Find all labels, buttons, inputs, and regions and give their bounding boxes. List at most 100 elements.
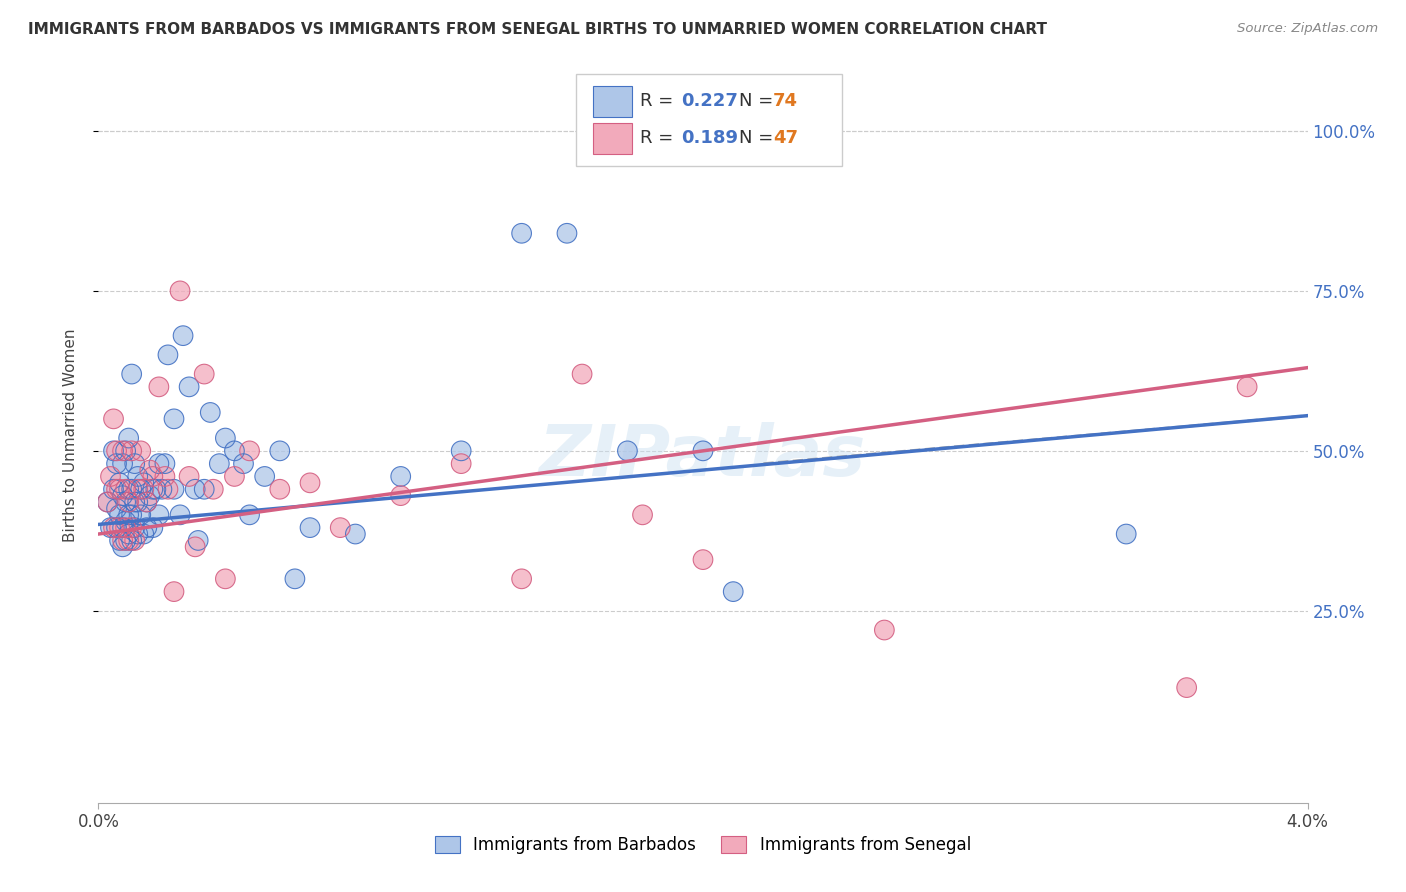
Point bbox=[208, 457, 231, 471]
Point bbox=[108, 475, 131, 490]
Point bbox=[142, 469, 165, 483]
Point bbox=[1175, 681, 1198, 695]
Point bbox=[121, 533, 143, 548]
Point bbox=[111, 457, 134, 471]
Point bbox=[208, 457, 231, 471]
Point bbox=[124, 533, 146, 548]
Point bbox=[202, 482, 225, 496]
Point bbox=[148, 457, 170, 471]
Point bbox=[239, 443, 262, 458]
Point bbox=[105, 457, 128, 471]
Point bbox=[389, 489, 412, 503]
Point bbox=[105, 482, 128, 496]
Point bbox=[179, 469, 201, 483]
Point bbox=[616, 443, 638, 458]
Point bbox=[344, 527, 367, 541]
Point bbox=[135, 495, 157, 509]
Point bbox=[100, 469, 122, 483]
Point bbox=[118, 495, 141, 509]
Point bbox=[135, 495, 157, 509]
Point bbox=[239, 508, 262, 522]
Point bbox=[555, 227, 578, 241]
Point bbox=[156, 348, 179, 362]
Point bbox=[139, 463, 162, 477]
Point bbox=[118, 508, 141, 522]
Point bbox=[118, 533, 141, 548]
Point bbox=[163, 412, 186, 426]
Point bbox=[450, 443, 472, 458]
Point bbox=[1236, 380, 1258, 394]
Point bbox=[111, 540, 134, 554]
Point bbox=[873, 623, 896, 637]
Point bbox=[118, 508, 141, 522]
Point bbox=[111, 489, 134, 503]
Point bbox=[105, 521, 128, 535]
Point bbox=[389, 469, 412, 483]
FancyBboxPatch shape bbox=[576, 74, 842, 166]
Point bbox=[232, 457, 254, 471]
Point bbox=[284, 572, 307, 586]
Point bbox=[510, 227, 533, 241]
Point bbox=[139, 489, 162, 503]
Point bbox=[193, 482, 215, 496]
Point bbox=[127, 469, 149, 483]
Point bbox=[184, 482, 207, 496]
Point bbox=[329, 521, 352, 535]
Point bbox=[114, 443, 136, 458]
Point bbox=[96, 495, 118, 509]
Point bbox=[148, 457, 170, 471]
Point bbox=[153, 457, 176, 471]
Point bbox=[114, 533, 136, 548]
Point bbox=[108, 475, 131, 490]
Point bbox=[873, 623, 896, 637]
Point bbox=[121, 367, 143, 381]
Point bbox=[114, 495, 136, 509]
Point bbox=[135, 495, 157, 509]
Point bbox=[127, 527, 149, 541]
Point bbox=[100, 521, 122, 535]
Point bbox=[108, 508, 131, 522]
Point bbox=[108, 533, 131, 548]
Point bbox=[127, 527, 149, 541]
Point bbox=[450, 443, 472, 458]
Point bbox=[111, 443, 134, 458]
Point bbox=[108, 508, 131, 522]
Point bbox=[121, 482, 143, 496]
Point bbox=[156, 482, 179, 496]
Point bbox=[1115, 527, 1137, 541]
Text: N =: N = bbox=[740, 129, 779, 147]
Point bbox=[1115, 527, 1137, 541]
Point bbox=[142, 482, 165, 496]
Point bbox=[127, 482, 149, 496]
Point bbox=[118, 527, 141, 541]
Point bbox=[129, 482, 152, 496]
Point bbox=[124, 495, 146, 509]
Point bbox=[163, 482, 186, 496]
Point bbox=[156, 348, 179, 362]
Point bbox=[153, 457, 176, 471]
Point bbox=[103, 412, 125, 426]
Text: Source: ZipAtlas.com: Source: ZipAtlas.com bbox=[1237, 22, 1378, 36]
Point bbox=[111, 443, 134, 458]
Point bbox=[132, 527, 155, 541]
Point bbox=[269, 482, 291, 496]
Point bbox=[193, 367, 215, 381]
Point bbox=[1236, 380, 1258, 394]
Point bbox=[145, 482, 167, 496]
Point bbox=[111, 521, 134, 535]
Point bbox=[163, 584, 186, 599]
Point bbox=[105, 443, 128, 458]
Point bbox=[135, 495, 157, 509]
Y-axis label: Births to Unmarried Women: Births to Unmarried Women bbox=[63, 328, 77, 541]
Point bbox=[510, 227, 533, 241]
Point bbox=[103, 482, 125, 496]
Point bbox=[172, 328, 194, 343]
Point bbox=[179, 469, 201, 483]
Point bbox=[127, 482, 149, 496]
Point bbox=[163, 584, 186, 599]
Point bbox=[202, 482, 225, 496]
Text: IMMIGRANTS FROM BARBADOS VS IMMIGRANTS FROM SENEGAL BIRTHS TO UNMARRIED WOMEN CO: IMMIGRANTS FROM BARBADOS VS IMMIGRANTS F… bbox=[28, 22, 1047, 37]
Point bbox=[692, 552, 714, 566]
Point bbox=[114, 514, 136, 528]
Text: 0.227: 0.227 bbox=[682, 93, 738, 111]
